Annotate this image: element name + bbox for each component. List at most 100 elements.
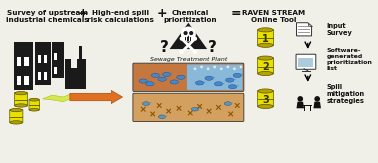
Bar (310, 106, 311, 111)
Bar (43, 72, 47, 80)
FancyArrow shape (70, 90, 122, 104)
Circle shape (194, 67, 196, 70)
Bar (298, 58, 313, 67)
Bar (303, 104, 313, 106)
Ellipse shape (139, 79, 147, 83)
Bar (17, 76, 22, 85)
Ellipse shape (214, 82, 223, 86)
Ellipse shape (15, 104, 27, 107)
Text: RAVEN STREAM
Online Tool: RAVEN STREAM Online Tool (242, 10, 305, 22)
Ellipse shape (10, 121, 22, 124)
Circle shape (180, 37, 184, 41)
Circle shape (207, 67, 209, 70)
Ellipse shape (258, 71, 273, 76)
Ellipse shape (195, 81, 204, 85)
FancyBboxPatch shape (14, 93, 28, 106)
Bar (37, 55, 41, 63)
Text: Spill
mitigation
strategies: Spill mitigation strategies (327, 84, 365, 104)
FancyBboxPatch shape (257, 29, 273, 46)
FancyBboxPatch shape (257, 90, 273, 107)
Bar (43, 55, 47, 63)
Text: ?: ? (160, 40, 169, 55)
Text: +: + (78, 7, 88, 20)
Bar (37, 72, 41, 80)
Circle shape (180, 50, 184, 54)
Bar (17, 57, 22, 66)
Text: Chemical
prioritization: Chemical prioritization (163, 10, 217, 22)
FancyBboxPatch shape (29, 99, 39, 110)
Bar (187, 37, 189, 41)
Text: Survey of upstream
industrial chemicals: Survey of upstream industrial chemicals (6, 10, 89, 22)
Circle shape (240, 66, 242, 68)
Circle shape (200, 66, 203, 68)
Text: Software-
generated
prioritization
list: Software- generated prioritization list (327, 48, 372, 71)
Bar (79, 46, 82, 59)
Polygon shape (71, 59, 77, 68)
Ellipse shape (143, 102, 150, 105)
Ellipse shape (170, 80, 178, 84)
Circle shape (189, 31, 193, 35)
Circle shape (193, 50, 197, 54)
Ellipse shape (205, 76, 213, 80)
Ellipse shape (29, 98, 39, 101)
Polygon shape (296, 102, 304, 108)
Ellipse shape (258, 56, 273, 60)
Circle shape (181, 27, 196, 42)
Polygon shape (313, 102, 321, 108)
Circle shape (220, 67, 223, 70)
Ellipse shape (177, 75, 185, 79)
Ellipse shape (224, 102, 231, 105)
Ellipse shape (258, 104, 273, 109)
Ellipse shape (15, 91, 27, 95)
FancyBboxPatch shape (296, 54, 316, 69)
Polygon shape (43, 94, 70, 102)
Bar (52, 42, 64, 78)
Text: =: = (231, 7, 242, 20)
Ellipse shape (191, 107, 198, 111)
Ellipse shape (258, 43, 273, 47)
Ellipse shape (158, 115, 166, 119)
Polygon shape (187, 35, 190, 38)
Ellipse shape (258, 89, 273, 93)
Ellipse shape (226, 78, 234, 82)
Bar (184, 37, 193, 41)
Circle shape (314, 96, 320, 102)
Text: Input
Survey: Input Survey (327, 23, 352, 36)
Text: 1: 1 (262, 34, 269, 44)
Text: Sewage Treatment Plant: Sewage Treatment Plant (150, 57, 227, 62)
Circle shape (183, 31, 187, 35)
Circle shape (297, 96, 303, 102)
FancyBboxPatch shape (257, 58, 273, 74)
Text: 2: 2 (262, 62, 269, 72)
Circle shape (233, 67, 236, 70)
Bar (54, 67, 57, 74)
Bar (25, 76, 28, 85)
Ellipse shape (10, 108, 22, 112)
Circle shape (193, 37, 197, 41)
Bar (65, 59, 86, 89)
Bar (185, 37, 186, 41)
Bar (190, 37, 191, 41)
Ellipse shape (151, 73, 160, 77)
Bar (14, 42, 33, 90)
Bar (54, 53, 57, 60)
Text: ?: ? (208, 40, 216, 55)
Polygon shape (296, 23, 311, 36)
Ellipse shape (29, 108, 39, 111)
Ellipse shape (258, 28, 273, 32)
Polygon shape (308, 23, 311, 27)
FancyBboxPatch shape (187, 65, 242, 90)
Text: +: + (156, 7, 167, 20)
Polygon shape (170, 23, 207, 49)
Ellipse shape (163, 72, 171, 76)
Ellipse shape (233, 73, 242, 77)
Bar (25, 57, 28, 66)
Ellipse shape (158, 77, 166, 81)
Text: High-end spill
risk calculations: High-end spill risk calculations (87, 10, 154, 22)
Bar (304, 106, 305, 111)
FancyBboxPatch shape (133, 63, 244, 91)
Circle shape (213, 66, 216, 68)
Ellipse shape (146, 82, 154, 86)
FancyBboxPatch shape (133, 93, 244, 121)
Ellipse shape (228, 85, 237, 89)
